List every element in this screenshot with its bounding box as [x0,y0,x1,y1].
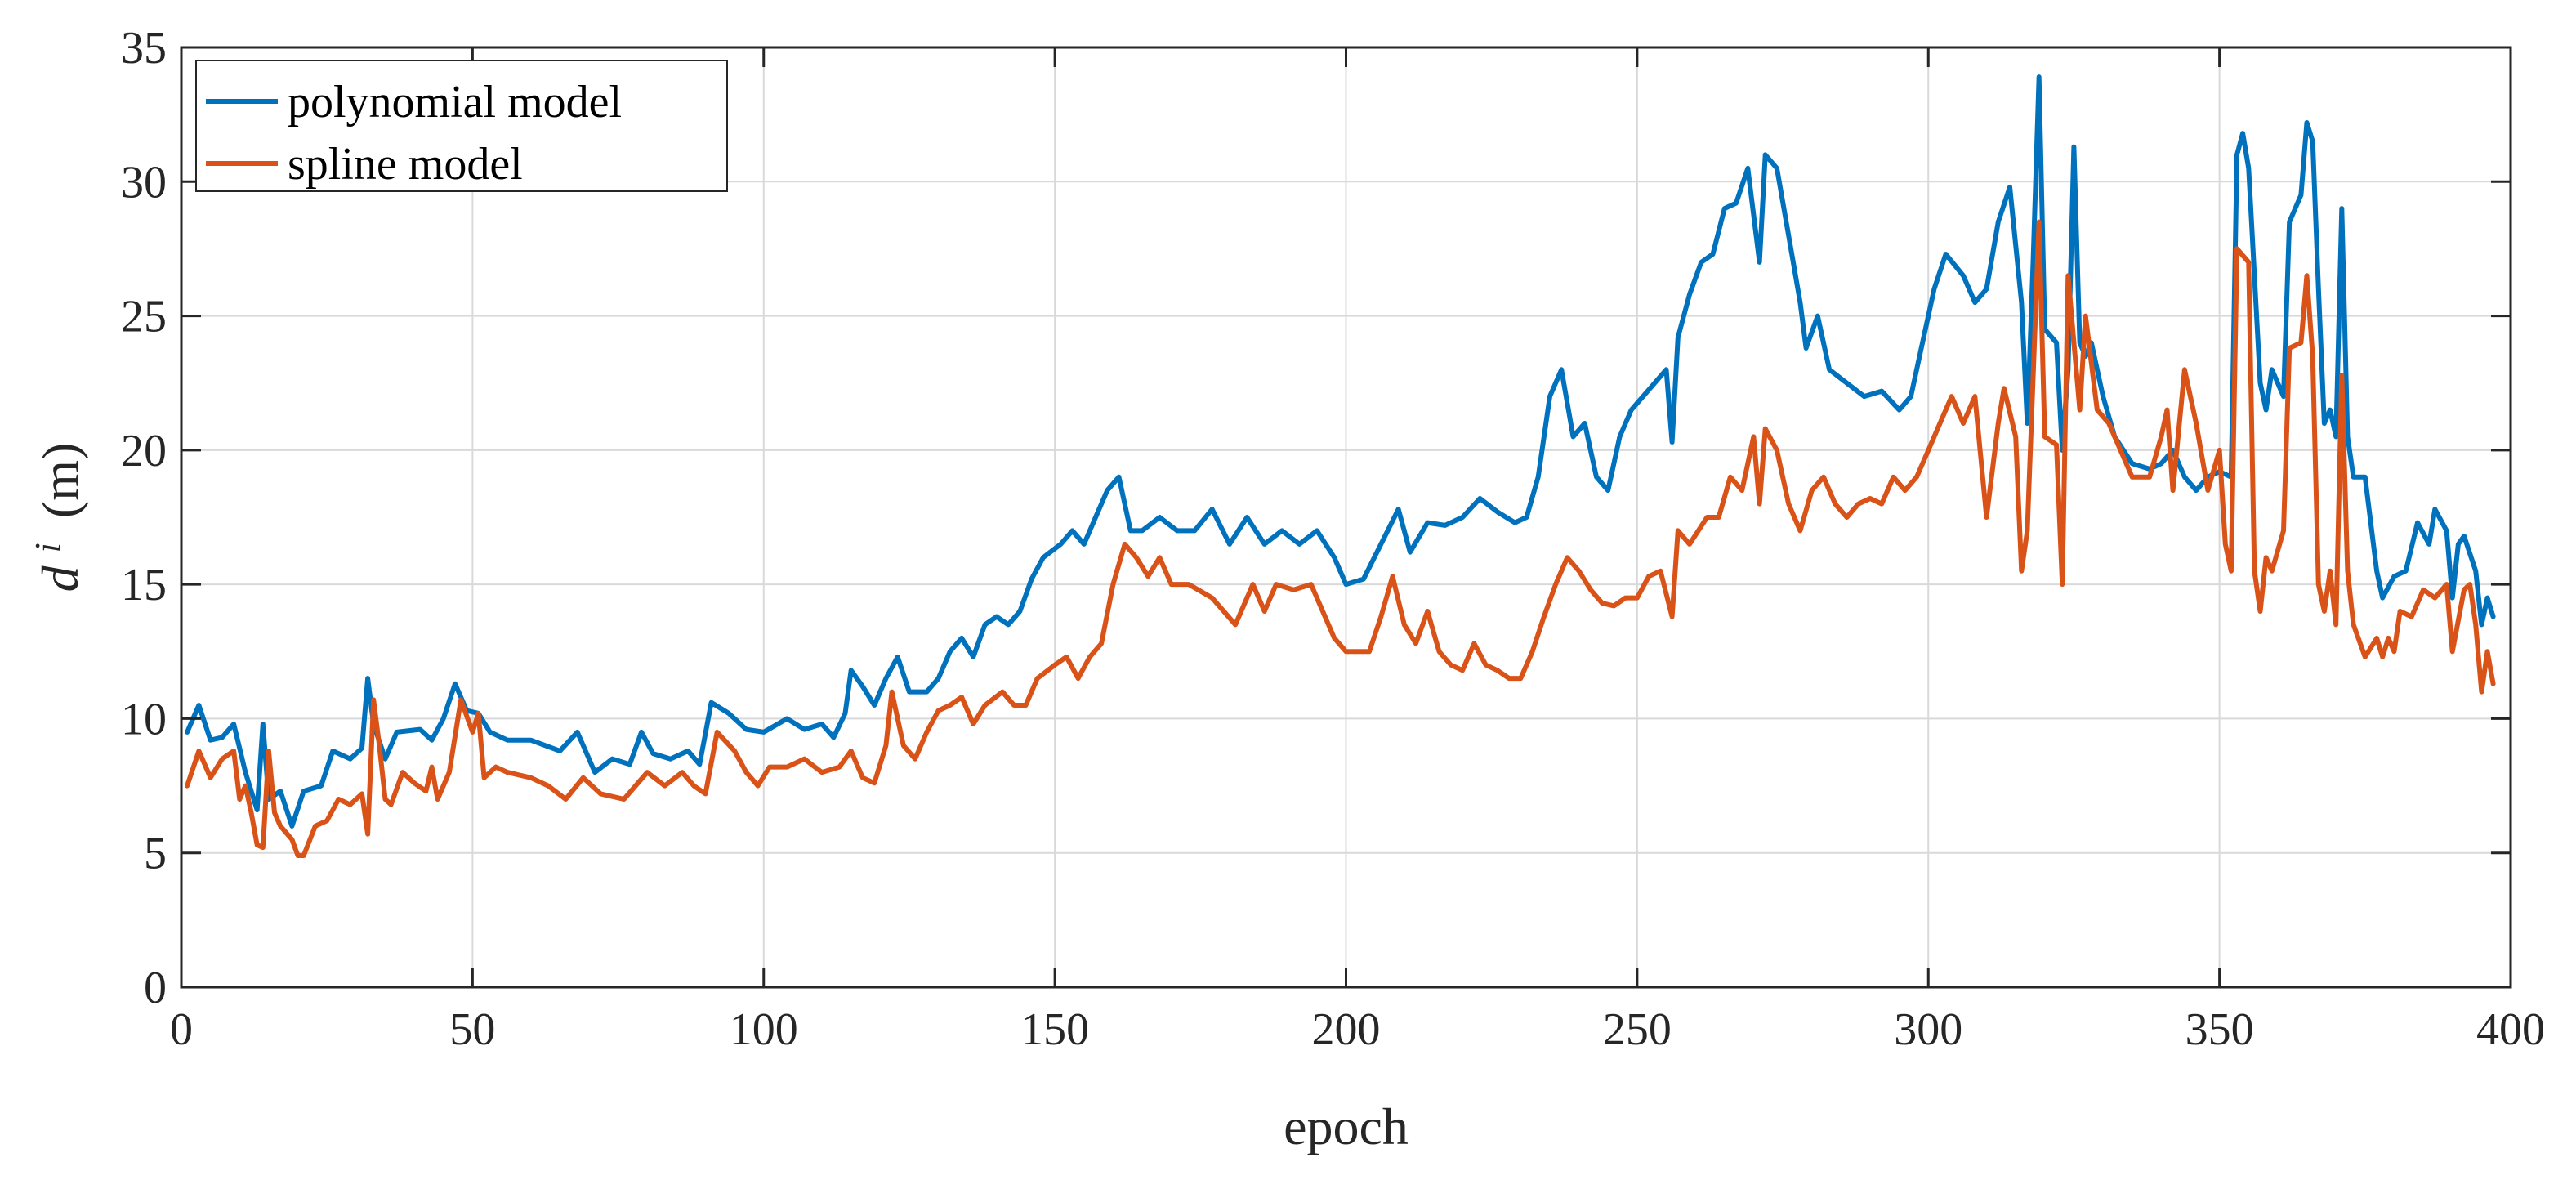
tick-marks [180,46,2512,989]
y-axis-title: d i (m) [13,443,89,592]
legend-label-spline: spline model [288,139,523,190]
x-tick-label: 400 [2476,1004,2545,1055]
x-tick-label: 200 [1312,1004,1381,1055]
series-line-spline [185,219,2496,858]
y-axis-title-unit: (m) [31,443,89,518]
x-tick-label: 100 [730,1004,798,1055]
y-tick-label: 25 [121,292,167,342]
y-tick-label: 10 [121,694,167,744]
y-tick-label: 35 [121,23,167,74]
y-tick-label: 5 [144,829,167,879]
legend-label-polynomial: polynomial model [288,77,622,127]
x-tick-label: 0 [170,1004,193,1055]
x-tick-labels: 0 50 100 150 200 250 300 350 400 [170,1004,2545,1055]
y-tick-label: 15 [121,560,167,610]
series-line-polynomial [185,74,2496,829]
y-tick-label: 30 [121,157,167,208]
series-layer [185,74,2496,858]
y-tick-label: 0 [144,963,167,1013]
legend-box [195,60,728,192]
x-tick-label: 50 [449,1004,495,1055]
x-tick-label: 300 [1894,1004,1962,1055]
y-axis-title-symbol: d [31,565,89,592]
y-tick-label: 20 [121,426,167,476]
x-tick-label: 250 [1603,1004,1672,1055]
y-axis-title-superscript: i [28,543,68,552]
x-tick-label: 150 [1020,1004,1089,1055]
y-tick-labels: 0 5 10 15 20 25 30 35 [121,23,167,1013]
x-axis-title: epoch [1284,1097,1409,1155]
x-tick-label: 350 [2185,1004,2254,1055]
legend: polynomial model spline model [195,60,728,192]
